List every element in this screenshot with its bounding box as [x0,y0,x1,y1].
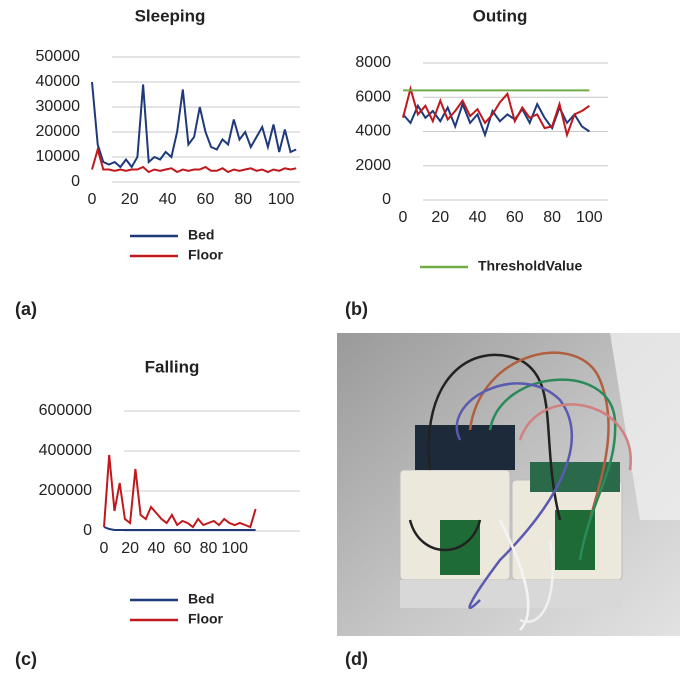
x-tick-label: 80 [543,209,561,226]
y-tick-label: 30000 [36,98,81,115]
panel-label: (c) [15,649,37,669]
y-tick-label: 20000 [36,123,81,140]
y-tick-label: 8000 [355,54,391,71]
x-tick-label: 60 [506,209,524,226]
y-tick-label: 0 [83,522,92,539]
panel-label: (b) [345,299,368,319]
legend-label: Floor [188,247,224,263]
x-tick-label: 100 [221,540,248,557]
line [103,526,256,531]
x-tick-label: 100 [268,191,295,208]
y-tick-label: 10000 [36,148,81,165]
y-tick-label: 200000 [39,482,92,499]
legend-label: Floor [188,611,224,627]
x-tick-label: 60 [174,540,192,557]
chart-title: Outing [473,6,528,25]
x-tick-label: 80 [200,540,218,557]
y-tick-label: 0 [71,173,80,190]
x-tick-label: 40 [159,191,177,208]
y-tick-label: 6000 [355,88,391,105]
x-tick-label: 40 [147,540,165,557]
x-tick-label: 0 [100,540,109,557]
y-tick-label: 0 [382,191,391,208]
line [91,81,297,169]
legend-label: Bed [188,227,214,243]
legend-label: Bed [188,591,214,607]
y-tick-label: 2000 [355,157,391,174]
panel-label: (d) [345,649,368,669]
y-tick-label: 600000 [39,402,92,419]
chart-title: Sleeping [135,6,206,25]
y-tick-label: 40000 [36,73,81,90]
line [103,454,257,529]
x-tick-label: 20 [121,191,139,208]
line [91,145,297,174]
panel-label: (a) [15,299,37,319]
x-tick-label: 40 [469,209,487,226]
chart-title: Falling [145,357,200,376]
x-tick-label: 20 [431,209,449,226]
y-tick-label: 4000 [355,123,391,140]
x-tick-label: 0 [88,191,97,208]
y-tick-label: 50000 [36,48,81,65]
y-tick-label: 400000 [39,442,92,459]
x-tick-label: 80 [234,191,252,208]
x-tick-label: 60 [197,191,215,208]
x-tick-label: 0 [399,209,408,226]
photo [337,333,680,636]
legend-label: ThresholdValue [478,258,582,274]
line [402,84,590,139]
x-tick-label: 20 [121,540,139,557]
x-tick-label: 100 [576,209,603,226]
